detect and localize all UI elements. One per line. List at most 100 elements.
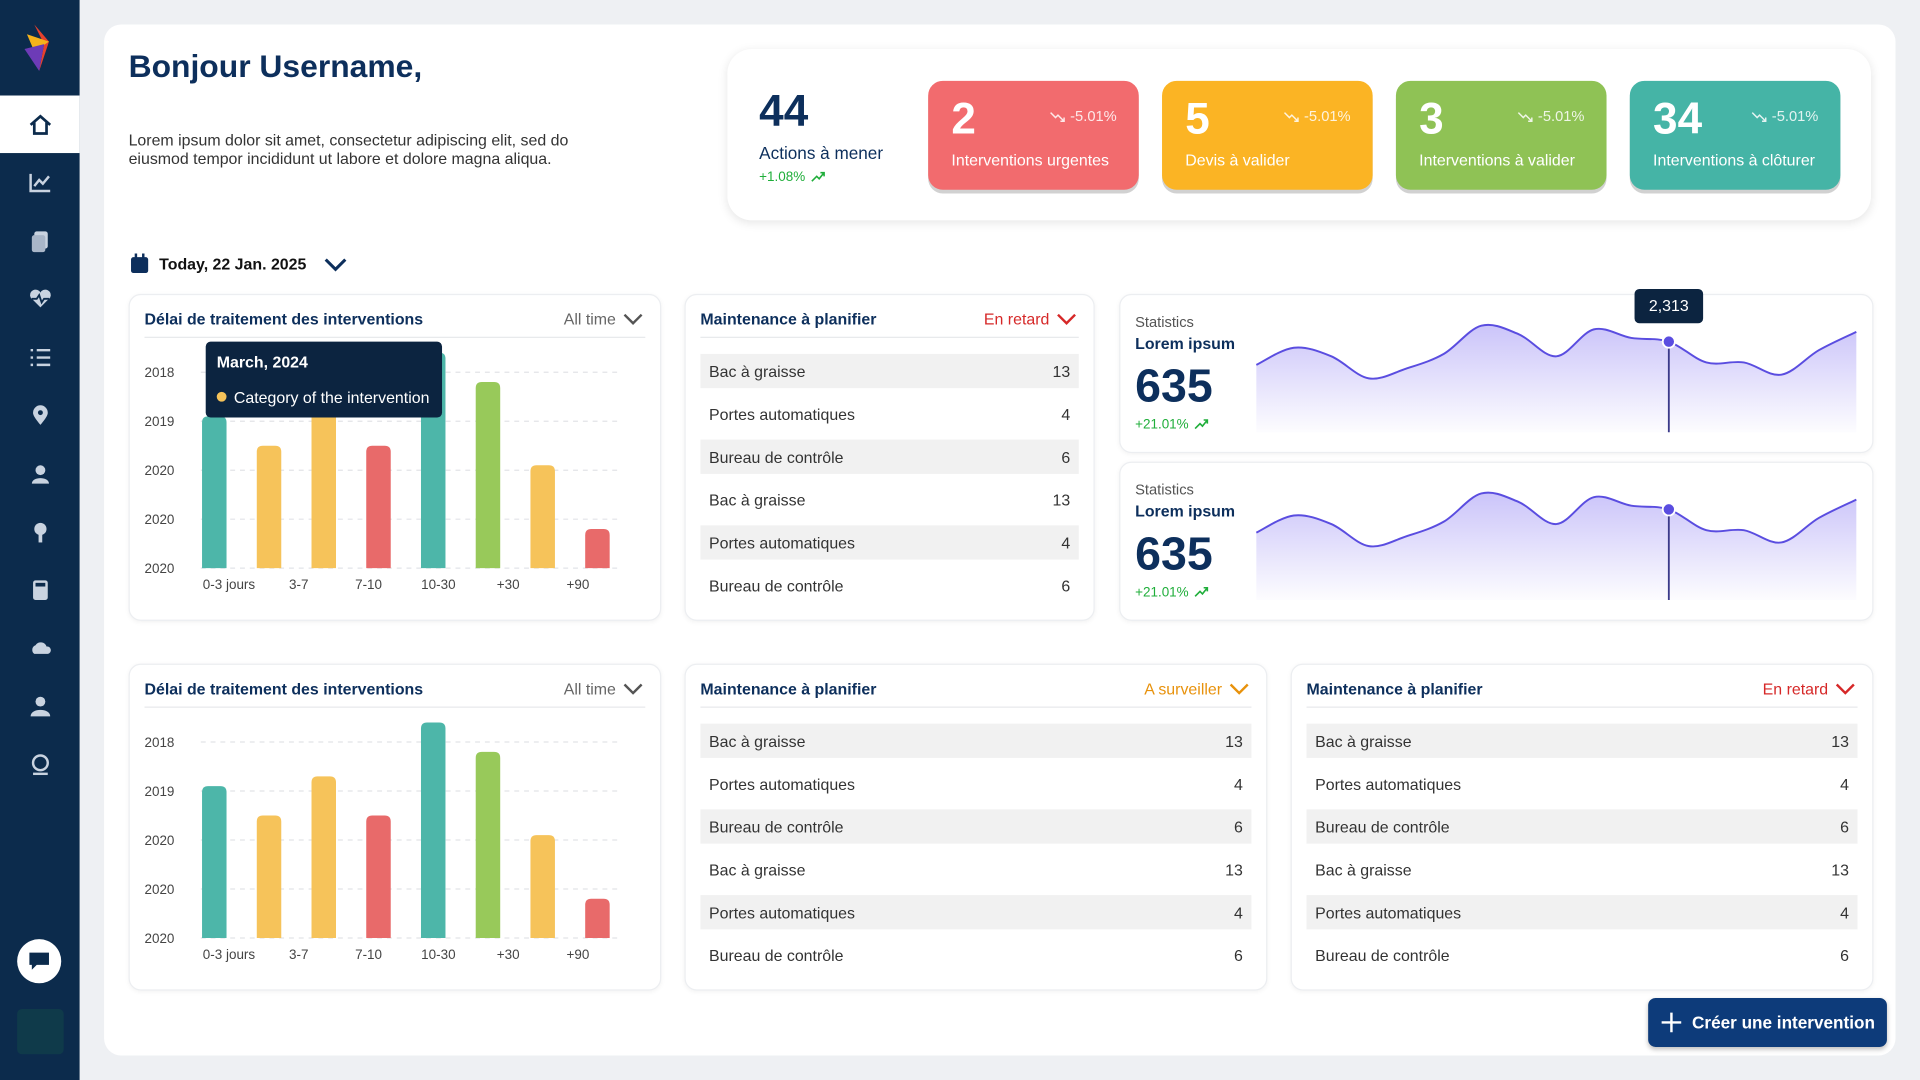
status-filter[interactable]: A surveiller	[1144, 680, 1249, 698]
kpi-label: Devis à valider	[1185, 150, 1290, 169]
stat-trend: +21.01%	[1135, 417, 1208, 433]
sparkline-area	[1256, 324, 1857, 433]
list-row: Bac à graisse 13	[700, 852, 1251, 886]
kpi-trend: -5.01%	[1283, 108, 1351, 125]
card-title: Maintenance à planifier	[700, 679, 877, 698]
intro: Lorem ipsum dolor sit amet, consectetur …	[128, 131, 569, 168]
list-row: Bac à graisse 13	[700, 353, 1079, 389]
filter-text: All time	[563, 679, 616, 698]
kpi-value: 34	[1653, 93, 1703, 144]
row-value: 4	[1840, 903, 1849, 922]
kpi-label: Interventions à valider	[1419, 150, 1575, 169]
bar	[585, 528, 610, 569]
trend-icon	[1194, 419, 1208, 430]
trend-path	[1194, 419, 1208, 430]
marker-point	[1661, 502, 1676, 517]
greeting: Bonjour Username,	[128, 47, 423, 85]
bar	[530, 465, 555, 569]
avatar[interactable]	[17, 1008, 64, 1055]
separator	[700, 706, 1252, 708]
stat-card: Statistics Lorem ipsum 635 +21.01% 2,313	[1119, 288, 1874, 454]
row-value: 4	[1061, 404, 1071, 424]
kpi-trend-text: -5.01%	[1771, 107, 1819, 125]
row-value: 4	[1233, 903, 1243, 922]
tooltip-title: March, 2024	[216, 352, 308, 372]
list-row: Bac à graisse 13	[1307, 852, 1858, 886]
bar	[202, 416, 227, 569]
create-button[interactable]: Créer une intervention	[1648, 997, 1887, 1047]
kpi-card[interactable]: 3 Interventions à valider -5.01%	[1395, 80, 1607, 190]
kpi-card[interactable]: 5 Devis à valider -5.01%	[1162, 80, 1373, 190]
bar	[311, 406, 337, 569]
x-tick-label: +90	[567, 577, 590, 592]
stat-value: 635	[1135, 361, 1213, 413]
bar-chart: 2018 2019 2020 2020 2020 0-3 jours 3-7 7-10 10-3…	[144, 722, 620, 962]
row-value: 4	[1233, 774, 1243, 793]
y-tick-label: 2020	[144, 463, 174, 478]
row-value: 13	[1831, 860, 1849, 879]
kpi-trend-text: -5.01%	[1537, 107, 1585, 125]
kpi-value: 2	[951, 93, 976, 144]
nav-calc[interactable]	[0, 561, 80, 619]
stat-trend: +21.01%	[1135, 585, 1208, 600]
filter[interactable]: All time	[564, 680, 643, 698]
nav-map[interactable]	[0, 386, 80, 444]
list-row: Bac à graisse 13	[700, 482, 1078, 516]
x-tick-label: 10-30	[421, 577, 455, 592]
sparkline	[1255, 491, 1857, 601]
nav-support[interactable]	[0, 735, 80, 793]
kpi-label: Interventions urgentes	[951, 150, 1109, 169]
trend-text: +1.08%	[759, 170, 806, 185]
chevron-path	[623, 683, 643, 695]
list-row: Bac à graisse 13	[700, 723, 1252, 758]
x-tick-label: 7-10	[355, 577, 382, 592]
list-card: Maintenance à planifier En retard Bac à gr…	[684, 293, 1095, 621]
kpi-trend: -5.01%	[1049, 108, 1117, 125]
list-row: Portes automatiques 4	[1306, 895, 1858, 930]
row-value: 6	[1233, 817, 1243, 836]
kpi-value: 5	[1185, 93, 1210, 144]
list-row: Portes automatiques 4	[700, 525, 1079, 560]
stat-caption: Statistics	[1135, 313, 1194, 331]
bar	[366, 445, 391, 569]
tooltip: March, 2024 Category of the intervention	[205, 341, 443, 418]
status-text: En retard	[1762, 679, 1829, 698]
row-label: Portes automatiques	[708, 903, 855, 922]
chevron	[1229, 683, 1249, 695]
trend-icon	[1517, 112, 1533, 122]
trend-icon	[1050, 112, 1065, 122]
kpi-card[interactable]: 2 Interventions urgentes -5.01%	[928, 80, 1139, 190]
x-tick-label: +30	[497, 947, 520, 962]
stat-trend-text: +21.01%	[1135, 417, 1189, 433]
row-label: Bureau de contrôle	[1315, 945, 1450, 965]
chat-button[interactable]	[17, 939, 62, 984]
filter[interactable]: All time	[564, 310, 643, 328]
row-label: Bureau de contrôle	[708, 945, 844, 965]
stat-trend-text: +21.01%	[1135, 585, 1189, 601]
nav-home[interactable]	[0, 95, 80, 154]
card-title: Maintenance à planifier	[700, 309, 877, 329]
list-row: Bureau de contrôle 6	[700, 809, 1252, 844]
list-row: Bureau de contrôle 6	[700, 568, 1078, 602]
nav-health[interactable]	[0, 269, 80, 327]
chevron	[623, 683, 643, 695]
nav-docs[interactable]	[0, 212, 80, 270]
date-picker[interactable]: Today, 22 Jan. 2025	[130, 253, 348, 274]
list-row: Portes automatiques 4	[1307, 767, 1858, 801]
nav-tools[interactable]	[0, 502, 80, 560]
status-filter[interactable]: En retard	[984, 310, 1076, 328]
x-tick-label: 7-10	[355, 947, 382, 962]
kpi-card[interactable]: 34 Interventions à clôturer -5.01%	[1629, 80, 1841, 190]
separator	[700, 336, 1079, 338]
nav-worker[interactable]	[0, 444, 80, 502]
nav-stats[interactable]	[0, 153, 80, 211]
trend-icon	[1283, 112, 1299, 122]
status-filter[interactable]: En retard	[1763, 680, 1855, 698]
nav-tasks[interactable]	[0, 328, 80, 386]
nav-cloud[interactable]	[0, 618, 80, 676]
bar	[475, 751, 501, 938]
list-card: Maintenance à planifier A surveiller Bac à…	[684, 663, 1268, 991]
row-value: 13	[1831, 731, 1849, 751]
nav-user[interactable]	[0, 677, 80, 735]
